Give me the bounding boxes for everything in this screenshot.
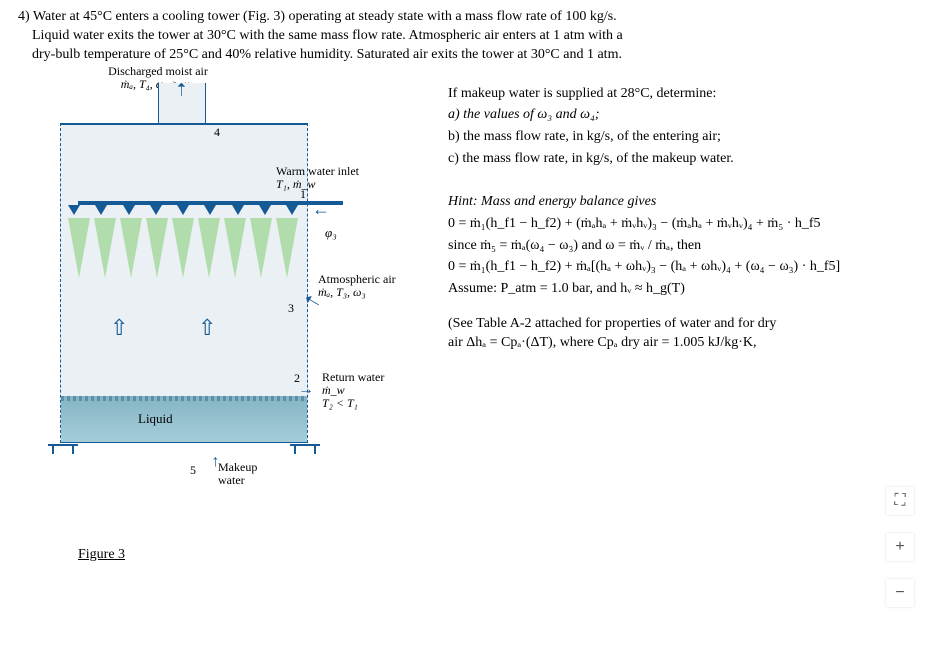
text-column: If makeup water is supplied at 28°C, det…: [448, 83, 911, 563]
note-line1: (See Table A-2 attached for properties o…: [448, 314, 911, 334]
question-c: c) the mass flow rate, in kg/s, of the m…: [448, 148, 911, 170]
point-3: 3: [288, 301, 294, 316]
cooling-tower-diagram: Discharged moist air ṁₐ, T₄, ω₄ > ω₃ φ₄ …: [18, 83, 418, 563]
liquid-surface: [61, 396, 307, 401]
spray-fan-icon: [120, 218, 142, 278]
spray-fan-icon: [146, 218, 168, 278]
tower-leg-icon: [48, 444, 78, 454]
hint-block: Hint: Mass and energy balance gives 0 = …: [448, 191, 911, 299]
hint-assume: Assume: P_atm = 1.0 bar, and hᵥ ≈ h_g(T): [448, 278, 911, 300]
nozzle-icon: [150, 205, 162, 215]
nozzle-icon: [286, 205, 298, 215]
spray-fan-icon: [172, 218, 194, 278]
figure-caption: Figure 3: [78, 547, 125, 563]
return-arrow-icon: →: [298, 381, 314, 399]
spray-fan-icon: [198, 218, 220, 278]
mist-arrow-icon: ⇧: [110, 315, 128, 341]
point-2: 2: [294, 371, 300, 386]
spray-fan-icon: [68, 218, 90, 278]
nozzle-icon: [95, 205, 107, 215]
hint-eq3: 0 = ṁ₁(h_f1 − h_f2) + ṁₐ[(hₐ + ωhᵥ)₃ − (…: [448, 256, 911, 278]
point-5: 5: [190, 463, 196, 478]
nozzle-icon: [259, 205, 271, 215]
mist-arrow-icon: ⇧: [198, 315, 216, 341]
problem-number: 4): [18, 9, 30, 24]
nozzle-icon: [123, 205, 135, 215]
spray-fan-icon: [276, 218, 298, 278]
zoom-in-button[interactable]: +: [886, 533, 914, 561]
questions-block: If makeup water is supplied at 28°C, det…: [448, 83, 911, 170]
zoom-controls: ⛶ + −: [886, 487, 914, 607]
note-line2: air Δhₐ = Cpₐ·(ΔT), where Cpₐ dry air = …: [448, 333, 911, 353]
problem-line3: dry-bulb temperature of 25°C and 40% rel…: [32, 47, 622, 62]
phi3-label: φ₃: [325, 225, 337, 241]
makeup-label: Makeup water: [218, 461, 278, 487]
diagram-column: Discharged moist air ṁₐ, T₄, ω₄ > ω₃ φ₄ …: [18, 83, 418, 563]
zoom-out-button[interactable]: −: [886, 579, 914, 607]
hint-eq2: since ṁ₅ = ṁₐ(ω₄ − ω₃) and ω = ṁᵥ / ṁₐ, …: [448, 235, 911, 257]
liquid-pool: [61, 398, 307, 442]
spray-nozzles: [68, 205, 298, 219]
main-layout: Discharged moist air ṁₐ, T₄, ω₄ > ω₃ φ₄ …: [18, 83, 911, 563]
air-inlet-label: Atmospheric air ṁₐ, T₃, ω₃: [318, 273, 428, 299]
nozzle-icon: [232, 205, 244, 215]
warm-inlet-arrow-icon: ←: [312, 199, 330, 220]
spray-fans: [68, 218, 298, 288]
return-label: Return water ṁ_w T₂ < T₁: [322, 371, 422, 411]
nozzle-icon: [177, 205, 189, 215]
fullscreen-button[interactable]: ⛶: [886, 487, 914, 515]
liquid-label: Liquid: [138, 411, 173, 427]
warm-inlet-label: Warm water inlet T₁, ṁ_w: [276, 165, 396, 191]
outlet-arrow-icon: ➝: [171, 82, 192, 97]
problem-line1: Water at 45°C enters a cooling tower (Fi…: [33, 9, 617, 24]
hint-eq1: 0 = ṁ₁(h_f1 − h_f2) + (ṁₐhₐ + ṁᵥhᵥ)₃ − (…: [448, 213, 911, 235]
problem-statement: 4) Water at 45°C enters a cooling tower …: [18, 8, 911, 65]
hint-label: Hint: Mass and energy balance gives: [448, 191, 911, 213]
question-intro: If makeup water is supplied at 28°C, det…: [448, 83, 911, 105]
problem-line2: Liquid water exits the tower at 30°C wit…: [32, 28, 623, 43]
nozzle-icon: [204, 205, 216, 215]
nozzle-icon: [68, 205, 80, 215]
point-4: 4: [214, 125, 220, 140]
tower-leg-icon: [290, 444, 320, 454]
question-b: b) the mass flow rate, in kg/s, of the e…: [448, 126, 911, 148]
spray-fan-icon: [250, 218, 272, 278]
question-a: a) the values of ω₃ and ω₄;: [448, 104, 911, 126]
note-block: (See Table A-2 attached for properties o…: [448, 314, 911, 353]
spray-fan-icon: [94, 218, 116, 278]
spray-fan-icon: [224, 218, 246, 278]
